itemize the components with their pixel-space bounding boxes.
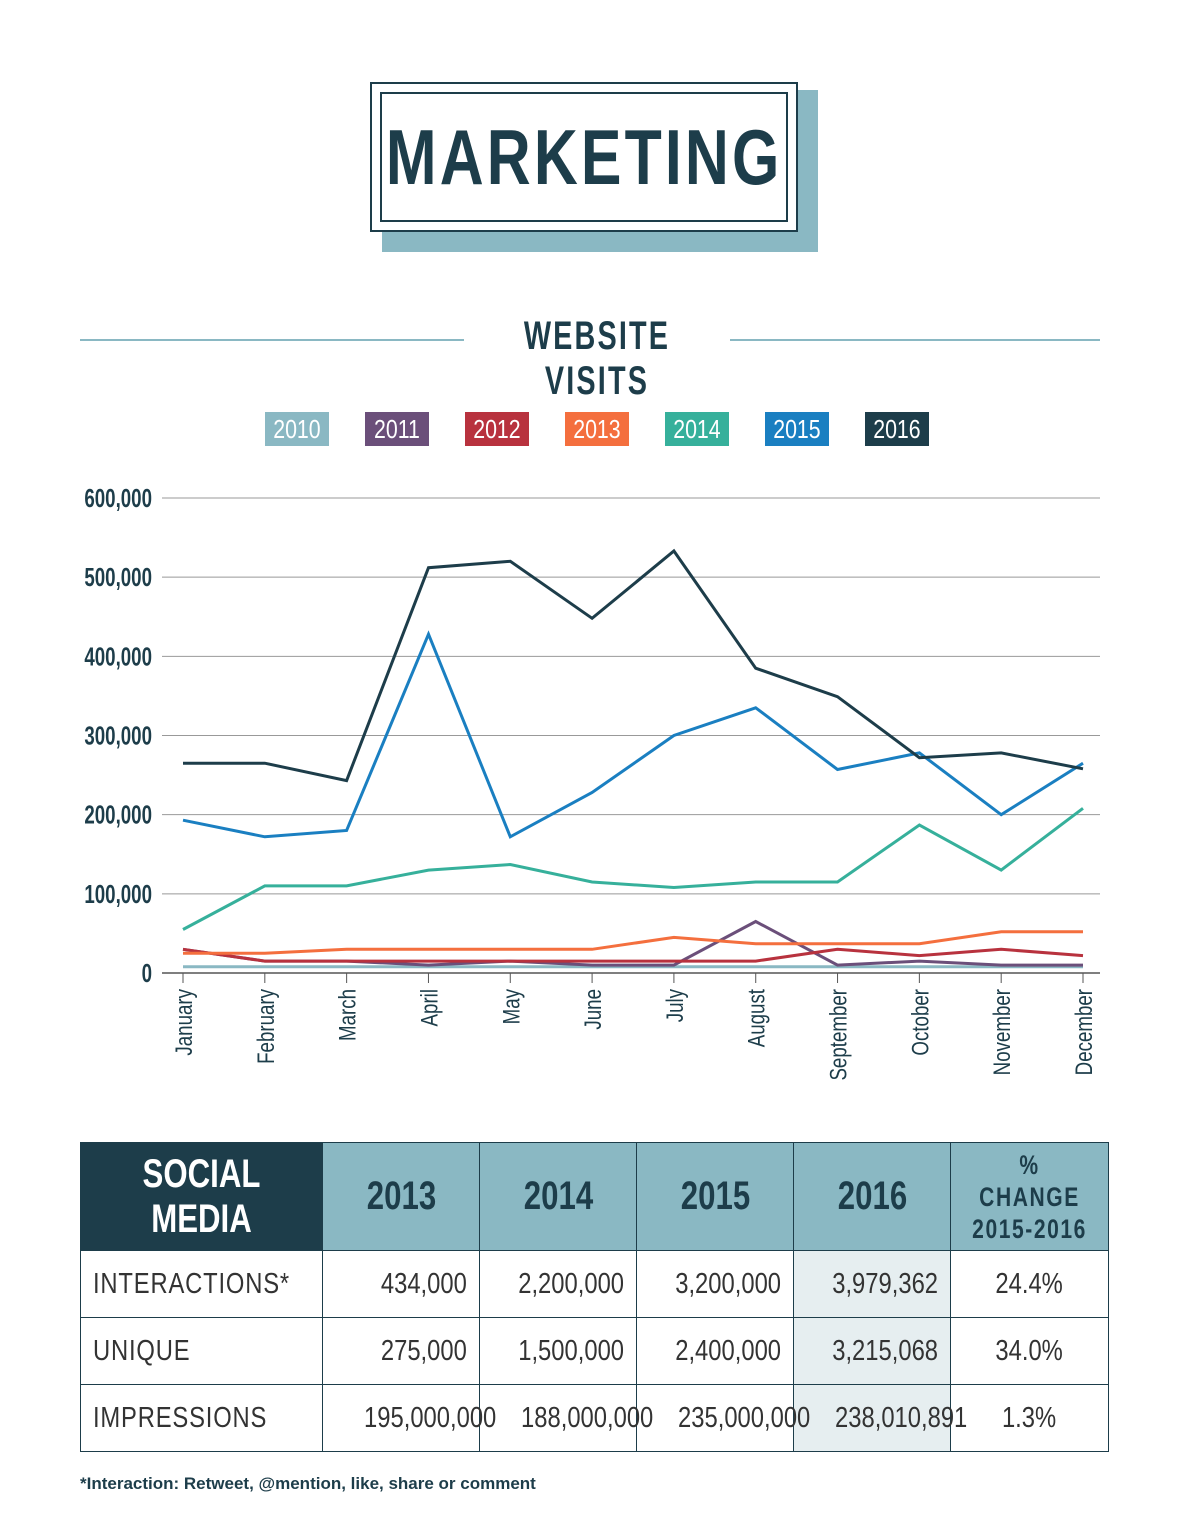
title-box: MARKETING [370,82,798,232]
table-title: SOCIAL MEDIA [80,1142,323,1251]
series-line-2014 [182,807,1084,931]
row-label: INTERACTIONS* [80,1250,323,1318]
change-column-header: % CHANGE 2015-2016 [950,1142,1109,1251]
y-tick-label: 300,000 [84,720,152,750]
series-line-2013 [183,930,1083,955]
section-title: WEBSITE VISITS [523,314,671,403]
x-tick-label: June [580,989,607,1030]
x-tick-label: July [662,989,689,1022]
table-cell-highlight: 3,215,068 [793,1317,951,1385]
social-media-table: SOCIAL MEDIA 2013 2014 2015 2016 % CHANG… [80,1142,1109,1452]
x-tick-label: May [498,989,525,1025]
x-tick-label: February [253,989,280,1064]
legend-item-2014: 2014 [665,412,729,446]
row-label: UNIQUE [80,1317,323,1385]
y-tick-label: 500,000 [84,562,152,592]
y-tick-label: 0 [142,958,152,988]
change-cell: 34.0% [950,1317,1109,1385]
column-header: 2014 [479,1142,637,1251]
legend-item-2016: 2016 [865,412,929,446]
x-tick-label: August [744,989,771,1047]
x-tick-label: September [825,989,852,1081]
x-tick-label: April [416,989,443,1026]
table-cell: 3,200,000 [636,1250,794,1318]
column-header: 2015 [636,1142,794,1251]
row-label: IMPRESSIONS [80,1384,323,1452]
table-cell: 195,000,000 [322,1384,496,1452]
x-tick-label: March [334,989,361,1041]
y-tick-label: 200,000 [84,800,152,830]
table-cell-highlight: 238,010,891 [793,1384,967,1452]
y-tick-label: 100,000 [84,879,152,909]
column-header: 2013 [322,1142,480,1251]
change-cell: 24.4% [950,1250,1109,1318]
table-cell: 275,000 [322,1317,480,1385]
table-cell: 2,200,000 [479,1250,637,1318]
legend-item-2010: 2010 [265,412,329,446]
x-tick-label: January [171,989,198,1056]
table-cell: 434,000 [322,1250,480,1318]
table-header-row: SOCIAL MEDIA 2013 2014 2015 2016 % CHANG… [80,1142,1109,1251]
x-tick-label: November [989,989,1016,1075]
table-row: IMPRESSIONS 195,000,000 188,000,000 235,… [80,1384,1109,1452]
table-cell: 1,500,000 [479,1317,637,1385]
legend-item-2013: 2013 [565,412,629,446]
series-line-2012 [182,947,1084,963]
series-line-2016 [183,548,1084,783]
table-row: INTERACTIONS* 434,000 2,200,000 3,200,00… [80,1250,1109,1318]
legend-item-2015: 2015 [765,412,829,446]
legend-item-2012: 2012 [465,412,529,446]
x-tick-label: December [1071,989,1098,1075]
table-cell: 2,400,000 [636,1317,794,1385]
page-title: MARKETING [385,112,783,201]
website-visits-chart: 0 100,000 200,000 300,000 400,000 500,000 600,… [84,483,1100,1081]
table-cell-highlight: 3,979,362 [793,1250,951,1318]
table-cell: 235,000,000 [636,1384,810,1452]
title-inner-frame: MARKETING [380,92,788,222]
y-tick-label: 400,000 [84,641,152,671]
series-line-2015 [182,630,1084,839]
change-cell: 1.3% [950,1384,1109,1452]
x-tick-label: October [907,989,934,1056]
table-cell: 188,000,000 [479,1384,653,1452]
legend-item-2011: 2011 [365,412,429,446]
section-rule-left [80,339,464,341]
footnote: *Interaction: Retweet, @mention, like, s… [80,1474,536,1493]
column-header: 2016 [793,1142,951,1251]
section-rule-right [730,339,1100,341]
y-tick-label: 600,000 [84,483,152,513]
table-row: UNIQUE 275,000 1,500,000 2,400,000 3,215… [80,1317,1109,1385]
